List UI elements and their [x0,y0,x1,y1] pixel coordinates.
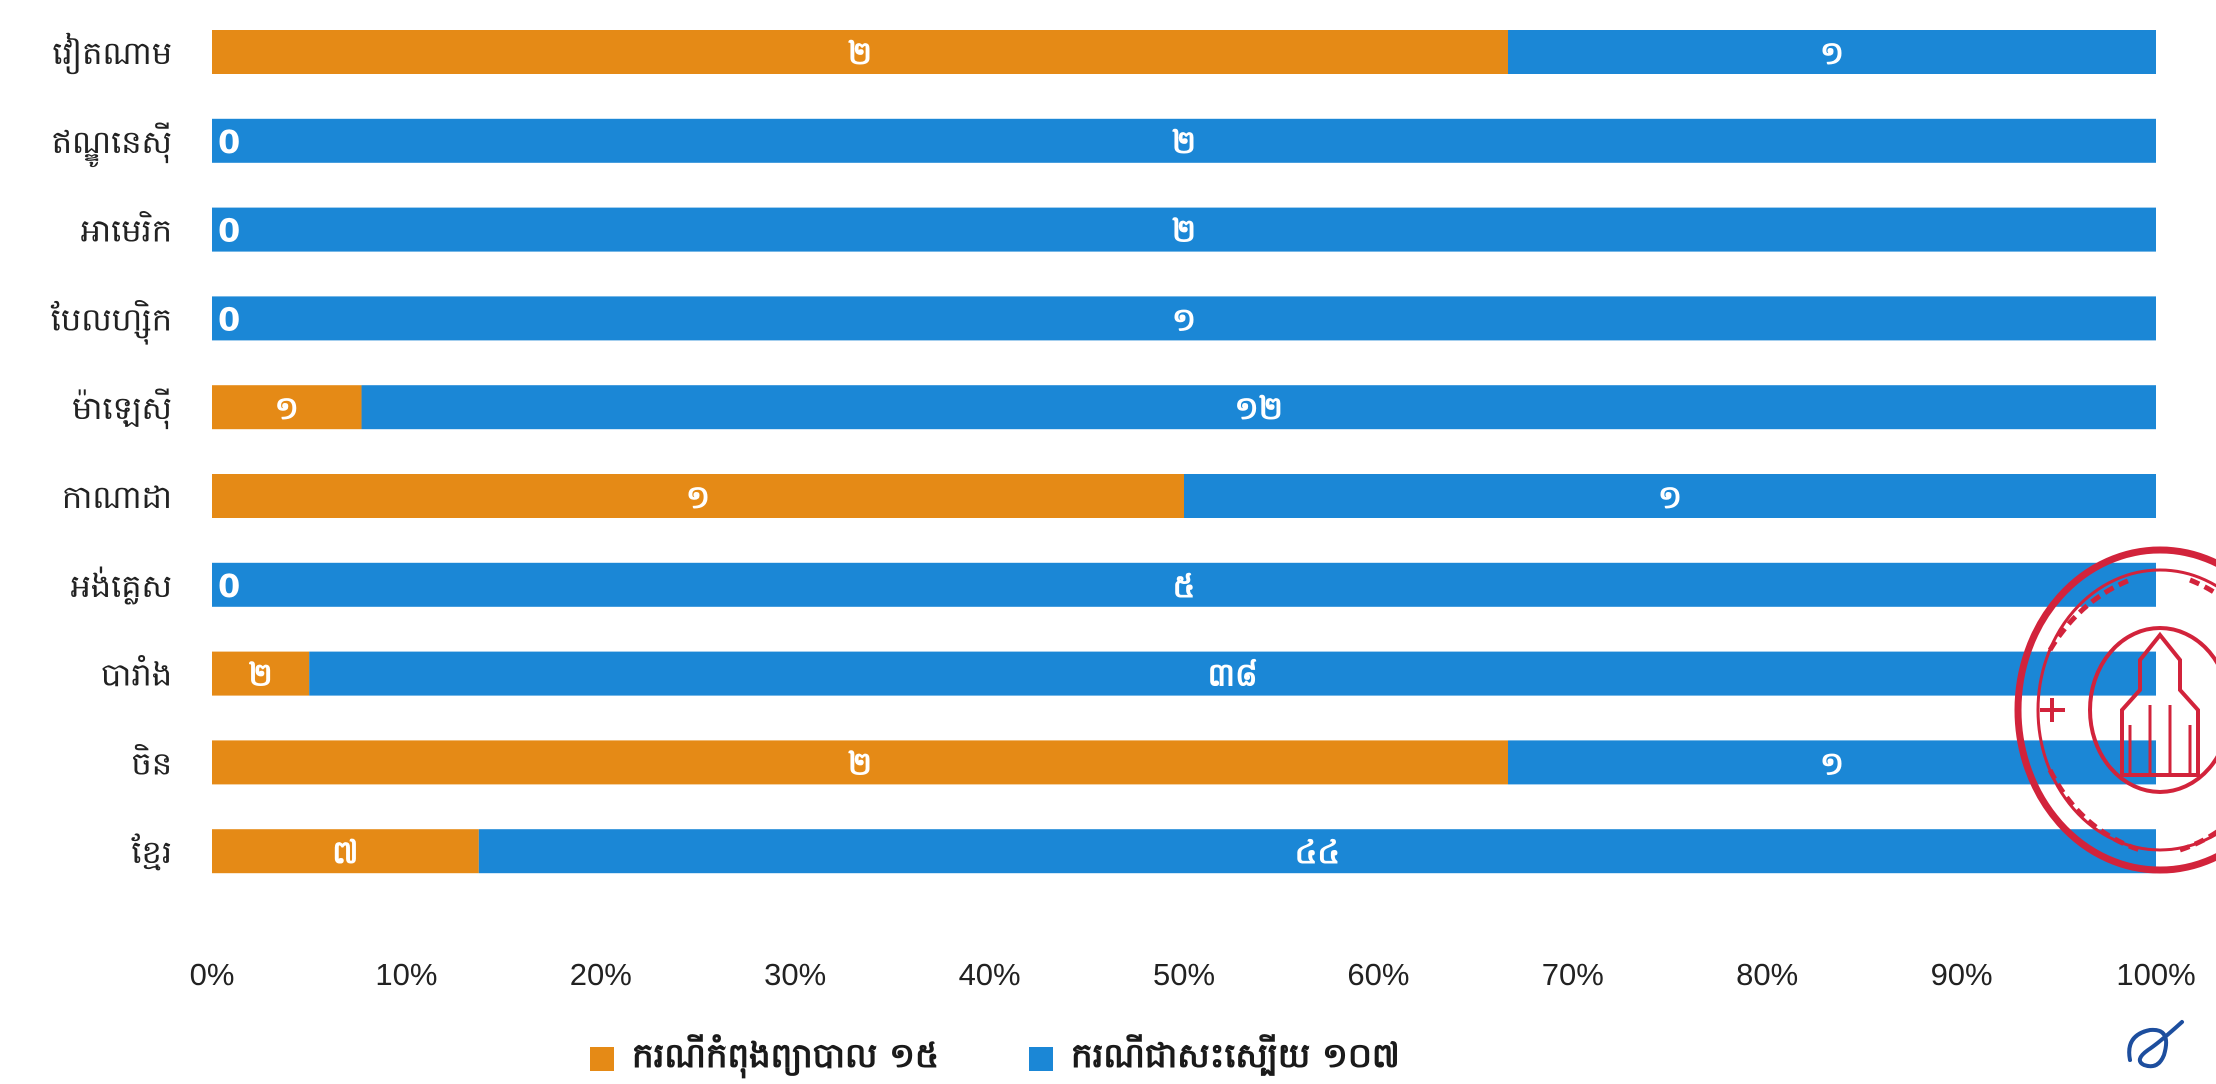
data-label: ១ [1172,300,1196,338]
category-label: ខ្មែរ [131,833,172,871]
category-label: ឥណ្ឌូនេស៊ី [52,122,172,168]
x-tick-label: 30% [764,957,826,992]
data-label: ១ [1820,34,1844,72]
bar-segment-treatment [212,651,310,696]
x-tick-label: 10% [375,957,437,992]
x-tick-label: 90% [1931,957,1993,992]
category-label: អង់គ្លេស [70,566,172,605]
category-label: កាណាដា [62,478,172,516]
category-label: បារាំង [101,655,172,694]
category-label: អាមេរិក [81,211,172,250]
bar-segment-recovered [212,118,2156,163]
data-label: ១ [1658,478,1682,516]
legend-item-recovered: ករណីជាសះស្បើយ ១០៧ [1029,1034,1400,1084]
data-label: 0 [218,212,240,250]
bar-segment-recovered [1508,30,2156,74]
data-label: ៤៤ [1295,833,1340,871]
bar-segment-recovered [1184,474,2156,518]
category-label: វៀតណាម [52,32,172,75]
data-label: ២ [1172,212,1196,250]
x-tick-label: 50% [1153,957,1215,992]
bar-segment-recovered [212,296,2156,341]
x-tick-label: 40% [959,957,1021,992]
data-label: ១២ [1235,389,1283,427]
bar-segment-treatment [212,30,1508,74]
data-label: 0 [218,123,240,161]
legend-label-treatment: ករណីកំពុងព្យាបាល ១៥ [632,1036,940,1076]
official-stamp [2014,546,2216,874]
bar-segment-recovered [478,829,2157,874]
data-label: ២ [248,656,272,694]
bar-segment-recovered [212,562,2156,607]
category-label: បែលហ្ស៊ិក [51,299,172,345]
data-label: ៧ [332,833,358,871]
category-label: ចិន [131,743,172,782]
legend-item-treatment: ករណីកំពុងព្យាបាល ១៥ [590,1034,939,1084]
x-tick-label: 60% [1347,957,1409,992]
legend-label-recovered: ករណីជាសះស្បើយ ១០៧ [1071,1036,1400,1076]
legend: ករណីកំពុងព្យាបាល ១៥ ករណីជាសះស្បើយ ១០៧ [590,1034,1400,1084]
signature-mark [2127,1020,2184,1069]
bar-segment-recovered [212,207,2156,252]
legend-swatch-treatment [590,1047,614,1071]
data-label: 0 [218,300,240,338]
x-tick-label: 0% [190,957,235,992]
data-label: ៣៨ [1208,656,1258,694]
x-tick-label: 80% [1736,957,1798,992]
data-label: ២ [848,34,872,72]
data-label: ១ [686,478,710,516]
x-tick-label: 70% [1542,957,1604,992]
data-label: ១ [1820,744,1844,782]
x-tick-label: 100% [2116,957,2195,992]
data-label: 0 [218,567,240,605]
data-label: ២ [1172,123,1196,161]
category-labels: ២១វៀតណាម0 ២ឥណ្ឌូនេស៊ី0 ២អាមេរិក0 ១បែលហ្ស៊ិក… [51,32,1844,871]
data-label: ២ [848,744,872,782]
bar-segment-treatment [212,474,1184,518]
bar-segment-recovered [309,651,2157,696]
data-label: ១ [275,389,299,427]
bar-segment-treatment [212,740,1508,785]
bar-segment-treatment [212,829,479,874]
legend-swatch-recovered [1029,1047,1054,1071]
bar-segment-treatment [212,385,362,430]
x-axis-ticks: 0% 10% 20% 30% 40% 50% 60% 70% 80% 90% 100% [190,957,2196,992]
x-tick-label: 20% [570,957,632,992]
bars-layer [212,30,2157,874]
bar-segment-recovered [361,385,2156,430]
data-label: ៥ [1173,567,1196,605]
category-label: ម៉ាឡេស៊ី [72,388,172,430]
